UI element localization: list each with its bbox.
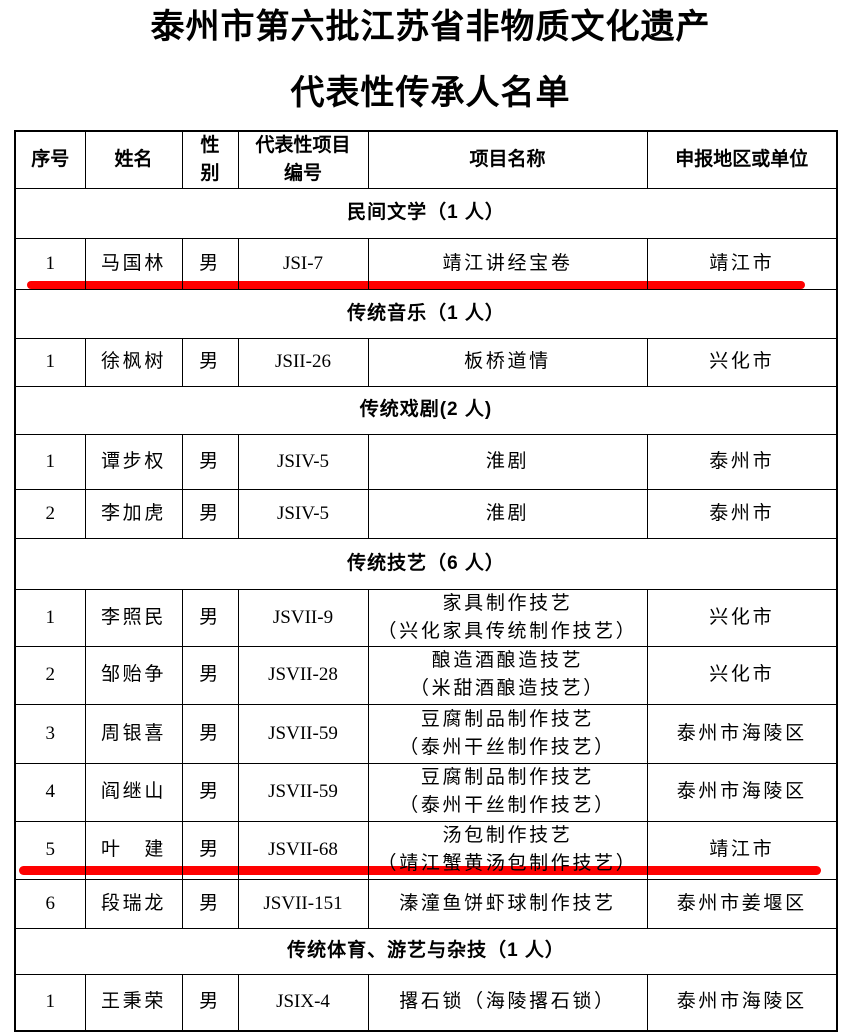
cell-gender: 男 [181, 588, 239, 647]
cell-region: 泰州市姜堰区 [646, 878, 838, 929]
table-row: 1 王秉荣 男 JSIX-4 撂石锁（海陵撂石锁） 泰州市海陵区 [14, 973, 838, 1032]
table-row: 1 徐枫树 男 JSII-26 板桥道情 兴化市 [14, 337, 838, 387]
cell-code: JSVII-151 [237, 878, 369, 929]
section-title: 传统戏剧(2 人) [14, 385, 838, 435]
section-title: 传统技艺（6 人） [14, 537, 838, 590]
cell-no: 6 [14, 878, 86, 929]
cell-no: 2 [14, 488, 86, 539]
header-gender: 性 别 [181, 130, 239, 189]
cell-code: JSVII-9 [237, 588, 369, 647]
section-row-traditional-sports: 传统体育、游艺与杂技（1 人） [14, 927, 838, 975]
cell-code: JSIV-5 [237, 433, 369, 490]
red-highlight-underline [27, 281, 805, 289]
table-row: 1 谭步权 男 JSIV-5 淮剧 泰州市 [14, 433, 838, 490]
cell-project: 撂石锁（海陵撂石锁） [367, 973, 648, 1032]
cell-project: 淮剧 [367, 433, 648, 490]
cell-code: JSIV-5 [237, 488, 369, 539]
cell-project: 靖江讲经宝卷 [367, 237, 648, 290]
inheritors-table: 序号 姓名 性 别 代表性项目 编号 项目名称 申报地区或单位 民间文学（1 人… [14, 130, 838, 1032]
cell-no: 1 [14, 337, 86, 387]
table-row: 6 段瑞龙 男 JSVII-151 溱潼鱼饼虾球制作技艺 泰州市姜堰区 [14, 878, 838, 929]
cell-gender: 男 [181, 488, 239, 539]
cell-no: 4 [14, 762, 86, 822]
cell-project: 豆腐制品制作技艺 （泰州干丝制作技艺） [367, 703, 648, 764]
cell-code: JSVII-28 [237, 645, 369, 705]
cell-no: 1 [14, 973, 86, 1032]
cell-region: 泰州市海陵区 [646, 973, 838, 1032]
cell-no: 1 [14, 237, 86, 290]
header-name: 姓名 [84, 130, 183, 189]
cell-region: 泰州市海陵区 [646, 703, 838, 764]
cell-region: 兴化市 [646, 645, 838, 705]
cell-gender: 男 [181, 645, 239, 705]
header-code: 代表性项目 编号 [237, 130, 369, 189]
cell-name: 周银喜 [84, 703, 183, 764]
table-row: 1 李照民 男 JSVII-9 家具制作技艺 （兴化家具传统制作技艺） 兴化市 [14, 588, 838, 647]
cell-name: 邹贻争 [84, 645, 183, 705]
cell-name: 阎继山 [84, 762, 183, 822]
cell-code: JSIX-4 [237, 973, 369, 1032]
cell-code: JSII-26 [237, 337, 369, 387]
header-region: 申报地区或单位 [646, 130, 838, 189]
cell-no: 2 [14, 645, 86, 705]
table-row: 2 李加虎 男 JSIV-5 淮剧 泰州市 [14, 488, 838, 539]
cell-gender: 男 [181, 337, 239, 387]
section-row-traditional-drama: 传统戏剧(2 人) [14, 385, 838, 435]
cell-region: 靖江市 [646, 237, 838, 290]
cell-gender: 男 [181, 878, 239, 929]
header-no: 序号 [14, 130, 86, 189]
cell-name: 李照民 [84, 588, 183, 647]
cell-project: 淮剧 [367, 488, 648, 539]
cell-region: 兴化市 [646, 337, 838, 387]
section-row-traditional-craft: 传统技艺（6 人） [14, 537, 838, 590]
cell-gender: 男 [181, 703, 239, 764]
cell-code: JSVII-59 [237, 703, 369, 764]
cell-name: 段瑞龙 [84, 878, 183, 929]
section-title: 传统音乐（1 人） [14, 288, 838, 339]
cell-gender: 男 [181, 433, 239, 490]
cell-project: 板桥道情 [367, 337, 648, 387]
document-title-line1: 泰州市第六批江苏省非物质文化遗产 [150, 8, 711, 46]
cell-region: 泰州市海陵区 [646, 762, 838, 822]
red-highlight-underline [19, 866, 821, 875]
table-row: 2 邹贻争 男 JSVII-28 酿造酒酿造技艺 （米甜酒酿造技艺） 兴化市 [14, 645, 838, 705]
table-row: 3 周银喜 男 JSVII-59 豆腐制品制作技艺 （泰州干丝制作技艺） 泰州市… [14, 703, 838, 764]
cell-gender: 男 [181, 762, 239, 822]
cell-region: 泰州市 [646, 488, 838, 539]
cell-no: 1 [14, 588, 86, 647]
cell-project: 酿造酒酿造技艺 （米甜酒酿造技艺） [367, 645, 648, 705]
table-header-row: 序号 姓名 性 别 代表性项目 编号 项目名称 申报地区或单位 [14, 130, 838, 189]
section-title: 传统体育、游艺与杂技（1 人） [14, 927, 838, 975]
section-row-folk-literature: 民间文学（1 人） [14, 187, 838, 239]
cell-project: 豆腐制品制作技艺 （泰州干丝制作技艺） [367, 762, 648, 822]
document-title-line2: 代表性传承人名单 [290, 74, 571, 112]
cell-gender: 男 [181, 973, 239, 1032]
cell-name: 李加虎 [84, 488, 183, 539]
cell-no: 1 [14, 433, 86, 490]
cell-project: 溱潼鱼饼虾球制作技艺 [367, 878, 648, 929]
cell-name: 王秉荣 [84, 973, 183, 1032]
cell-no: 3 [14, 703, 86, 764]
section-title: 民间文学（1 人） [14, 187, 838, 239]
cell-name: 徐枫树 [84, 337, 183, 387]
cell-name: 谭步权 [84, 433, 183, 490]
table-row: 4 阎继山 男 JSVII-59 豆腐制品制作技艺 （泰州干丝制作技艺） 泰州市… [14, 762, 838, 822]
cell-region: 泰州市 [646, 433, 838, 490]
header-project: 项目名称 [367, 130, 648, 189]
cell-region: 兴化市 [646, 588, 838, 647]
cell-project: 家具制作技艺 （兴化家具传统制作技艺） [367, 588, 648, 647]
table-row: 1 马国林 男 JSI-7 靖江讲经宝卷 靖江市 [14, 237, 838, 290]
cell-code: JSVII-59 [237, 762, 369, 822]
section-row-traditional-music: 传统音乐（1 人） [14, 288, 838, 339]
